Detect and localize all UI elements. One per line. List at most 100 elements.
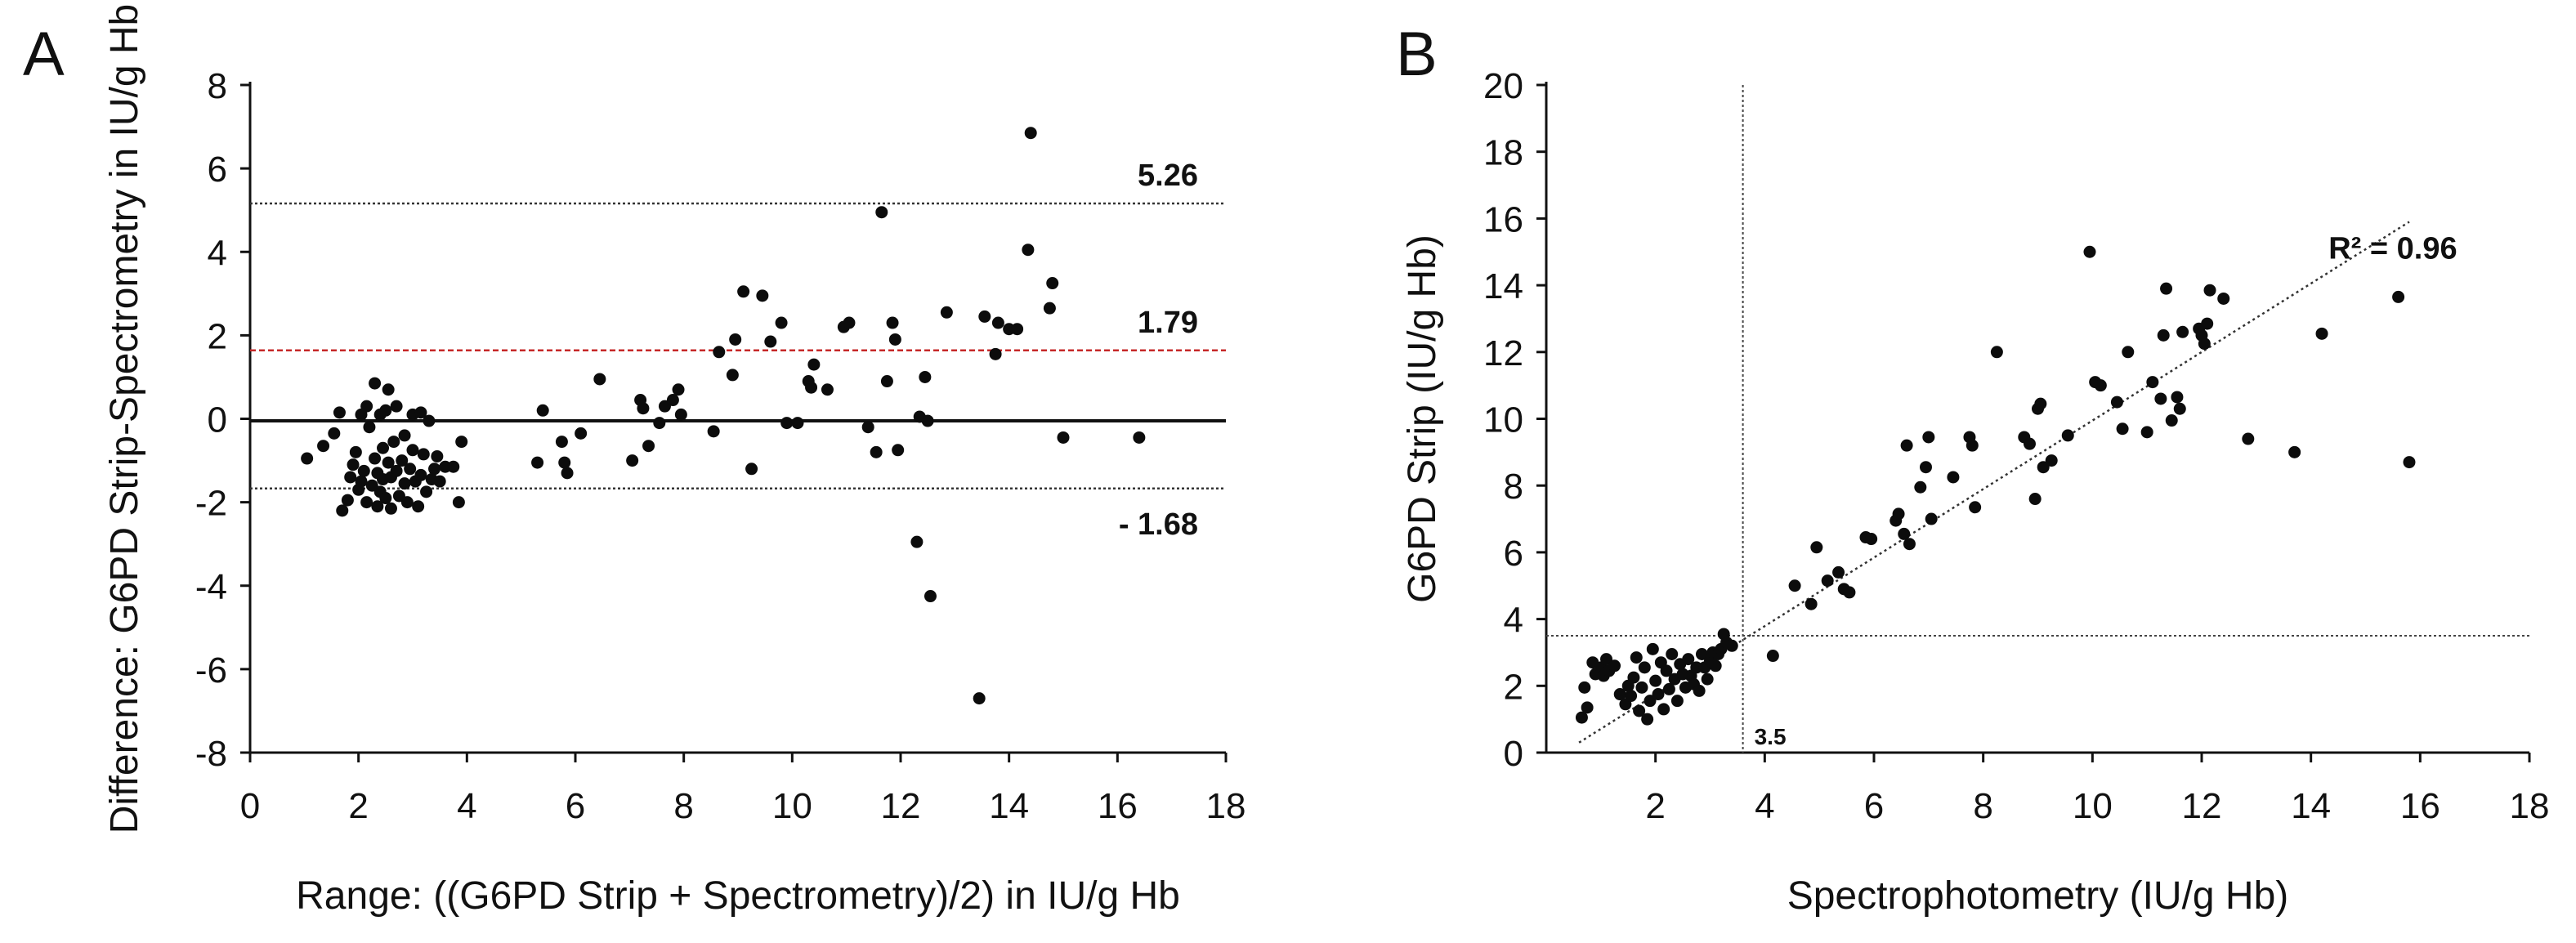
panel-a-y-tick-label: -4	[195, 567, 227, 607]
panel-a-data-point	[536, 404, 549, 417]
panel-b-data-point	[1788, 579, 1801, 592]
panel-b-y-tick-label: 2	[1504, 667, 1523, 707]
panel-b-data-point	[1625, 690, 1638, 703]
panel-a-data-point	[377, 441, 390, 454]
panel-b-data-point	[2242, 432, 2255, 445]
panel-b-data-point	[1652, 688, 1665, 701]
panel-b-data-point	[1892, 507, 1905, 521]
panel-a-data-point	[910, 535, 924, 548]
panel-a-y-tick-label: 0	[208, 400, 227, 440]
panel-a-data-point	[455, 436, 468, 449]
panel-b-data-point	[1693, 684, 1706, 697]
panel-a-data-point	[991, 316, 1004, 329]
panel-b-x-tick-label: 14	[2291, 786, 2331, 826]
panel-a-data-point	[1046, 277, 1059, 290]
panel-a-x-tick-label: 0	[240, 786, 260, 826]
panel-a-data-point	[875, 206, 888, 219]
panel-a-data-point	[805, 381, 818, 394]
panel-b-data-point	[1701, 673, 1714, 686]
panel-b-data-point	[1627, 671, 1640, 684]
panel-b-data-point	[1969, 501, 1982, 514]
panel-a-data-point	[726, 369, 739, 382]
panel-b-data-point	[1695, 647, 1708, 660]
panel-b-y-tick-label: 10	[1483, 400, 1523, 440]
panel-b-data-point	[1914, 480, 1927, 494]
panel-a-data-point	[775, 316, 788, 329]
panel-a-x-tick-label: 18	[1206, 786, 1246, 826]
panel-b-y-tick-label: 18	[1483, 133, 1523, 173]
panel-b-data-point	[1709, 659, 1722, 673]
panel-b-data-point	[2403, 456, 2416, 469]
panel-b-data-point	[1843, 586, 1856, 599]
panel-a-data-point	[382, 456, 395, 469]
panel-a-data-point	[1024, 127, 1037, 140]
panel-a-data-point	[390, 400, 403, 413]
panel-a-x-tick-label: 4	[457, 786, 476, 826]
panel-a-data-point	[379, 404, 392, 417]
panel-b-data-point	[1947, 471, 1960, 484]
panel-b-data-point	[1832, 565, 1845, 579]
panel-b-data-point	[1766, 650, 1779, 663]
panel-a-data-point	[861, 421, 874, 434]
panel-a-data-point	[301, 452, 314, 465]
panel-a-data-point	[384, 502, 397, 515]
panel-a-data-point	[379, 492, 392, 505]
panel-a-data-point	[341, 494, 354, 507]
panel-b-data-point	[1660, 664, 1673, 677]
panel-b-data-point	[1725, 639, 1738, 652]
panel-b-data-point	[2201, 317, 2214, 330]
panel-a-y-tick-label: -2	[195, 484, 227, 524]
panel-b-data-point	[2110, 396, 2123, 409]
panel-b-y-tick-label: 14	[1483, 266, 1523, 306]
panel-a-data-point	[349, 445, 362, 458]
panel-a-data-point	[791, 417, 804, 430]
panel-b-data-point	[2154, 392, 2167, 405]
panel-a-data-point	[807, 358, 821, 371]
panel-b-data-point	[1903, 538, 1916, 551]
panel-b-data-point	[1662, 682, 1675, 695]
panel-a-ref-label-upper: 5.26	[1138, 159, 1198, 193]
panel-a-data-point	[713, 346, 726, 359]
panel-b-data-point	[1613, 688, 1626, 701]
panel-a-data-point	[360, 400, 373, 413]
panel-a-data-point	[390, 464, 403, 477]
panel-b-letter: B	[1396, 20, 1438, 89]
panel-b-data-point	[1900, 439, 1913, 452]
panel-a-y-tick-label: 6	[208, 150, 227, 190]
panel-b-data-point	[2392, 290, 2405, 303]
panel-a-x-tick-label: 16	[1098, 786, 1138, 826]
panel-b-data-point	[1608, 659, 1621, 673]
panel-a-data-point	[433, 475, 446, 488]
panel-a-data-point	[940, 306, 953, 319]
panel-b-x-tick-label: 10	[2073, 786, 2113, 826]
panel-a-ref-label-mean: 1.79	[1138, 306, 1198, 340]
panel-a-data-point	[414, 406, 427, 419]
panel-b-data-point	[1578, 681, 1591, 694]
panel-b-y-tick-label: 16	[1483, 199, 1523, 239]
panel-b-data-point	[1635, 681, 1648, 694]
panel-b-data-point	[2023, 437, 2036, 450]
panel-b-data-point	[2171, 391, 2184, 404]
panel-b-data-point	[2116, 422, 2129, 436]
panel-a-data-point	[745, 463, 758, 476]
panel-b-data-point	[1600, 653, 1613, 666]
panel-a-data-point	[398, 477, 411, 490]
panel-b-y-tick-label: 12	[1483, 333, 1523, 373]
panel-a-data-point	[400, 496, 414, 509]
panel-a-data-point	[924, 590, 937, 603]
panel-b-data-point	[2288, 445, 2301, 458]
panel-b-data-point	[1646, 642, 1659, 655]
panel-b-x-tick-label: 18	[2510, 786, 2550, 826]
panel-b-data-point	[1666, 647, 1679, 660]
panel-a-data-point	[414, 468, 427, 481]
panel-a-data-point	[666, 394, 679, 407]
panel-b-data-point	[2160, 282, 2173, 295]
panel-a-data-point	[428, 463, 441, 476]
panel-a-ref-label-lower: - 1.68	[1119, 507, 1198, 542]
panel-a-data-point	[336, 504, 349, 517]
panel-a-data-point	[412, 500, 425, 513]
panel-a-y-axis-title: Difference: G6PD Strip-Spectrometry in I…	[103, 4, 146, 834]
panel-a-data-point	[447, 460, 460, 473]
panel-a-data-point	[921, 414, 934, 427]
